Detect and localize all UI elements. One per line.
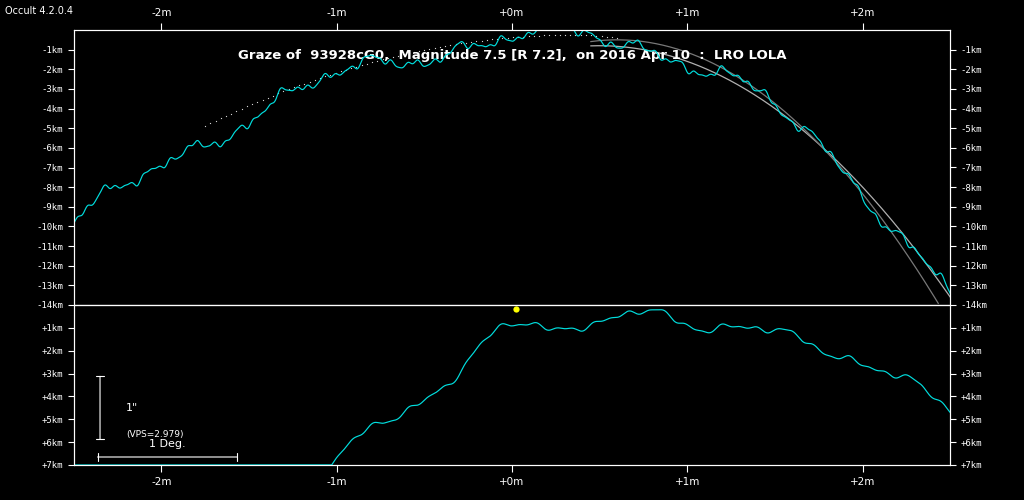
Text: Occult 4.2.0.4: Occult 4.2.0.4	[5, 6, 73, 16]
Text: 1 Deg.: 1 Deg.	[150, 440, 185, 450]
Text: (VPS=2.979): (VPS=2.979)	[126, 430, 184, 438]
Text: Graze of  93928cG0,  Magnitude 7.5 [R 7.2],  on 2016 Apr 10  :  LRO LOLA: Graze of 93928cG0, Magnitude 7.5 [R 7.2]…	[238, 49, 786, 62]
Text: 1": 1"	[126, 403, 138, 413]
